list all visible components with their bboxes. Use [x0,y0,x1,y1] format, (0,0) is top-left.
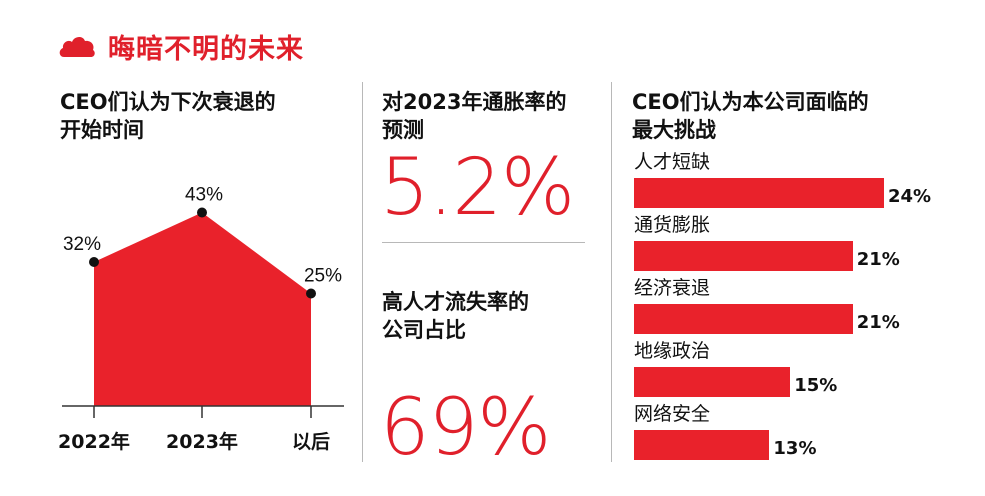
area-value-label-1: 32% [63,234,101,255]
bar-value-label-2: 21% [856,249,900,270]
talent-loss-title-line2: 公司占比 [382,318,466,342]
bar-value-label-3: 21% [856,312,900,333]
bar-2 [634,241,853,271]
x-tick-label-1: 2022年 [58,430,130,453]
challenges-title: CEO们认为本公司面临的 最大挑战 [632,88,869,144]
bar-value-label-5: 13% [773,438,817,459]
middle-divider [382,242,585,243]
bar-category-label-5: 网络安全 [634,403,711,425]
challenges-title-line2: 最大挑战 [632,118,716,142]
inflation-title: 对2023年通胀率的 预测 [382,88,566,144]
talent-loss-title: 高人才流失率的 公司占比 [382,288,529,344]
area-value-label-3: 25% [304,266,342,287]
area-point-3 [306,288,316,299]
talent-loss-value: 69% [380,383,551,473]
bar-3 [634,304,853,334]
recession-area [94,212,311,406]
divider-right [611,82,612,462]
page-title: 晦暗不明的未来 [108,33,304,65]
challenges-title-line1: CEO们认为本公司面临的 [632,90,869,114]
area-value-label-2: 43% [185,185,223,206]
inflation-value: 5.2% [380,143,575,233]
bar-category-label-2: 通货膨胀 [634,214,711,236]
talent-loss-title-line1: 高人才流失率的 [382,290,529,314]
bar-value-label-4: 15% [794,375,838,396]
divider-left [362,82,363,462]
bar-value-label-1: 24% [888,186,932,207]
bar-category-label-1: 人才短缺 [634,151,711,173]
inflation-title-line2: 预测 [382,118,424,142]
area-point-1 [89,257,99,267]
recession-title-line1: CEO们认为下次衰退的 [60,90,276,114]
area-point-2 [197,207,207,218]
inflation-title-line1: 对2023年通胀率的 [382,90,567,114]
recession-chart-title: CEO们认为下次衰退的 开始时间 [60,88,276,144]
cloud-icon [59,36,95,57]
bar-5 [634,430,770,460]
x-tick-label-3: 以后 [292,431,330,453]
bar-4 [634,367,791,397]
x-tick-label-2: 2023年 [166,430,238,453]
header: 晦暗不明的未来 [58,26,304,66]
bar-category-label-3: 经济衰退 [634,277,711,299]
recession-title-line2: 开始时间 [60,118,144,142]
bar-1 [634,178,884,208]
bar-category-label-4: 地缘政治 [634,340,711,362]
